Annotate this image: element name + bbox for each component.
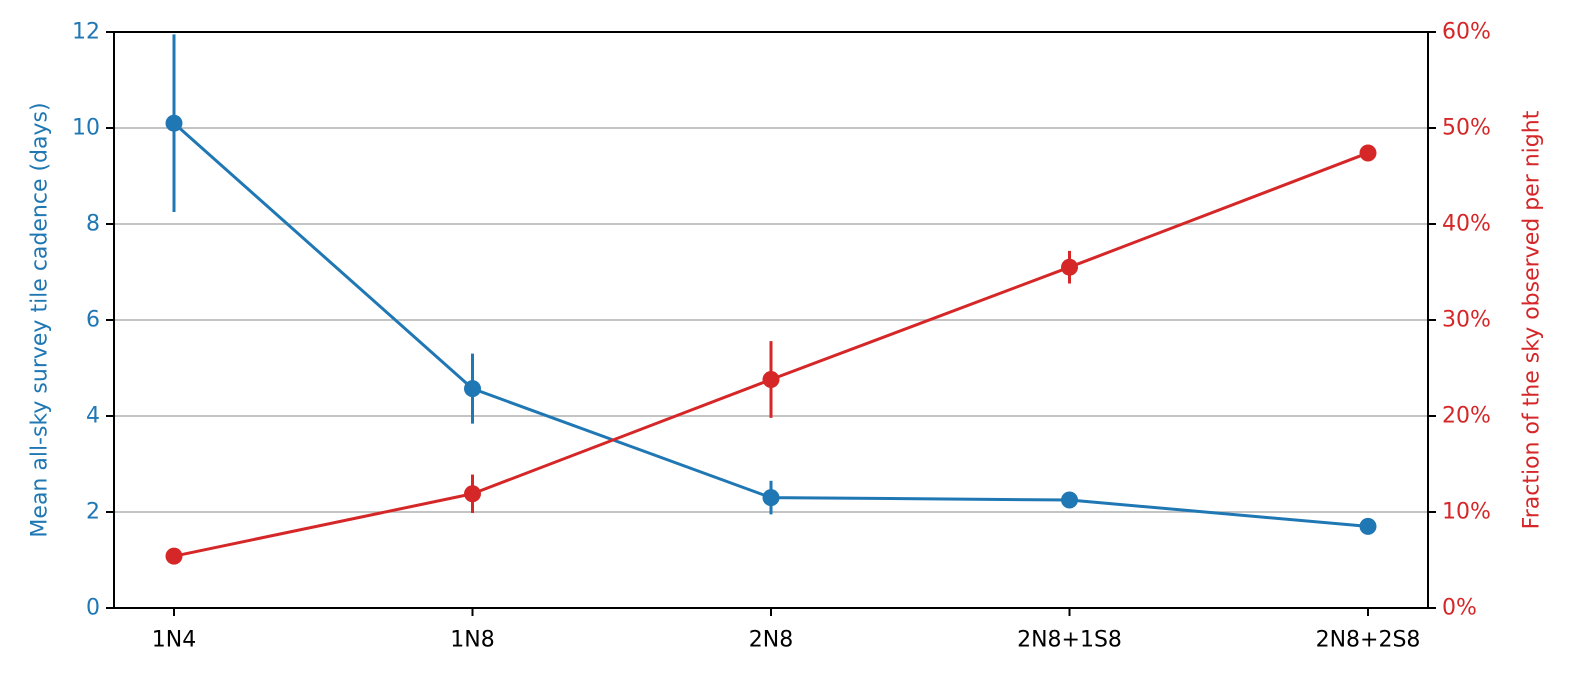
series-1-point-3 (1061, 258, 1078, 276)
x-tick-label-3: 2N8+1S8 (1017, 628, 1122, 653)
series-1-point-2 (762, 371, 780, 389)
y-left-tick-label-3: 6 (86, 308, 100, 333)
series-0-point-3 (1061, 491, 1078, 509)
y-left-tick-label-4: 8 (86, 212, 100, 237)
x-tick-label-4: 2N8+2S8 (1316, 628, 1421, 653)
series-1-point-1 (464, 485, 481, 503)
y-right-tick-label-5: 50% (1442, 116, 1491, 141)
y-right-axis-title: Fraction of the sky observed per night (1520, 110, 1545, 529)
y-right-tick-label-0: 0% (1442, 596, 1477, 621)
y-left-axis-title: Mean all-sky survey tile cadence (days) (28, 102, 53, 537)
x-tick-label-1: 1N8 (450, 628, 494, 653)
series-0-point-0 (165, 114, 183, 132)
x-tick-label-0: 1N4 (152, 628, 196, 653)
plot-series (165, 34, 1377, 565)
series-0-point-1 (464, 380, 481, 398)
y-left-tick-label-2: 4 (86, 404, 100, 429)
series-0-point-2 (762, 489, 780, 507)
y-left-tick-label-1: 2 (86, 500, 100, 525)
y-left-tick-label-5: 10 (72, 116, 100, 141)
axes (106, 31, 1436, 616)
series-1-point-0 (165, 547, 183, 565)
y-right-tick-label-4: 40% (1442, 212, 1491, 237)
y-left-tick-label-0: 0 (86, 596, 100, 621)
y-right-tick-label-2: 20% (1442, 404, 1491, 429)
y-right-tick-label-6: 60% (1442, 20, 1491, 45)
y-right-tick-label-3: 30% (1442, 308, 1491, 333)
y-left-tick-label-6: 12 (72, 20, 100, 45)
series-1-point-4 (1359, 144, 1377, 162)
x-tick-label-2: 2N8 (749, 628, 793, 653)
series-0-point-4 (1359, 517, 1377, 535)
y-right-tick-label-1: 10% (1442, 500, 1491, 525)
axis-labels: 0 2 4 6 8 10 12 0% 10% 20% 30% 40% 50% 60% 1N4 1N8 2N8 2N… (28, 20, 1545, 653)
